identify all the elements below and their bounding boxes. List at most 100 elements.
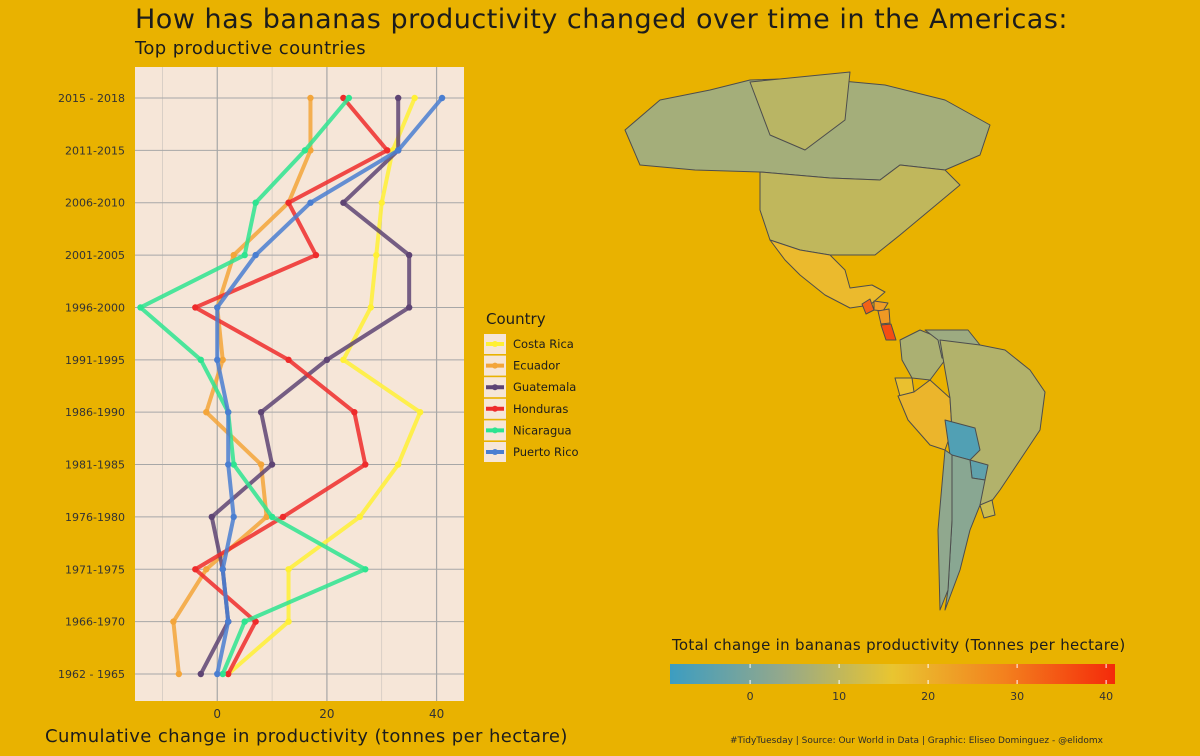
data-point [170, 618, 177, 625]
series-line [215, 96, 444, 675]
data-point [268, 461, 276, 468]
colorbar-tick-label: 40 [1099, 690, 1113, 703]
data-point [192, 304, 199, 311]
colorbar-tick-label: 0 [747, 690, 754, 703]
data-point [411, 94, 418, 102]
data-point [373, 251, 380, 259]
data-point [301, 147, 309, 154]
legend-title: Country [486, 310, 546, 328]
data-point [225, 408, 232, 416]
legend-key-dot [492, 384, 498, 391]
data-point [395, 461, 402, 468]
y-tick-label: 1962 - 1965 [58, 668, 125, 681]
data-point [252, 199, 259, 206]
data-point [351, 408, 358, 416]
data-point [197, 356, 204, 364]
colorbar-tick-label: 10 [832, 690, 846, 703]
region-chile [937, 449, 953, 611]
data-point [252, 251, 259, 259]
legend-label: Guatemala [513, 380, 576, 394]
data-point [257, 408, 265, 416]
legend-key-dot [492, 362, 498, 369]
data-point [285, 199, 292, 206]
data-point [312, 251, 320, 259]
legend-label: Costa Rica [513, 337, 574, 351]
y-tick-label: 1996-2000 [65, 301, 125, 314]
data-point [225, 670, 232, 678]
legend-key-dot [492, 427, 498, 434]
data-point [323, 356, 331, 364]
americas-map [624, 71, 1046, 611]
region-nicaragua [877, 308, 891, 325]
region-greenland [749, 71, 851, 151]
y-tick-label: 1976-1980 [65, 511, 125, 524]
y-tick-label: 1986-1990 [65, 406, 125, 419]
data-point [175, 670, 183, 678]
x-tick-label: 0 [213, 707, 221, 721]
data-point [285, 356, 292, 364]
region-costa-rica [880, 323, 897, 341]
data-point [203, 566, 210, 573]
source-caption: #TidyTuesday | Source: Our World in Data… [730, 736, 1103, 746]
y-tick-label: 1971-1975 [65, 563, 125, 576]
data-point [285, 618, 292, 625]
series-line [226, 97, 423, 676]
data-point [307, 94, 314, 102]
data-point [395, 94, 402, 102]
data-point [192, 566, 199, 573]
data-point [230, 461, 237, 468]
legend-label: Puerto Rico [513, 445, 579, 459]
chart-subtitle: Top productive countries [135, 38, 367, 59]
data-point [362, 461, 369, 468]
region-uruguay [979, 499, 996, 519]
region-bolivia [944, 419, 981, 461]
data-point [340, 199, 347, 206]
region-colombia [899, 329, 946, 381]
legend-label: Ecuador [513, 359, 560, 373]
data-point [263, 513, 270, 521]
data-point [405, 251, 413, 259]
data-point [345, 94, 353, 102]
y-tick-label: 2011-2015 [65, 144, 125, 157]
series-puerto-rico [214, 94, 446, 678]
chart-title: How has bananas productivity changed ove… [135, 4, 1069, 35]
data-point [214, 670, 221, 678]
data-point [268, 513, 276, 521]
country-legend: Country Costa Rica Ecuador Guatemala Hondura… [484, 310, 579, 462]
data-point [356, 513, 364, 521]
y-tick-label: 2006-2010 [65, 197, 125, 210]
data-point [219, 670, 226, 678]
data-point [367, 304, 374, 311]
legend-label: Honduras [513, 402, 568, 416]
data-point [208, 513, 215, 521]
data-point [225, 461, 232, 468]
data-point [438, 94, 446, 102]
legend-key-dot [492, 405, 498, 412]
map-legend-title: Total change in bananas productivity (To… [672, 636, 1126, 654]
data-point [203, 408, 210, 416]
y-tick-label: 1966-1970 [65, 616, 125, 629]
legend-label: Nicaragua [513, 423, 572, 437]
series-line [193, 96, 390, 675]
data-point [225, 618, 232, 625]
data-point [241, 251, 248, 259]
colorbar-tick-label: 20 [921, 690, 935, 703]
data-point [378, 199, 385, 206]
series-line [138, 96, 368, 675]
colorbar-tick-label: 30 [1010, 690, 1024, 703]
data-point [279, 513, 287, 521]
y-tick-label: 1991-1995 [65, 354, 125, 367]
data-point [137, 304, 144, 311]
data-point [285, 566, 292, 573]
y-tick-label: 1981-1985 [65, 459, 125, 472]
data-point [405, 304, 413, 311]
data-point [230, 251, 237, 259]
productivity-line-chart: 1962 - 1965 1966-1970 1971-1975 1976-1980 19… [58, 67, 464, 721]
data-point [214, 356, 221, 364]
data-point [219, 356, 226, 364]
colorbar-gradient [670, 664, 1115, 684]
data-point [307, 199, 314, 206]
series-honduras [192, 94, 391, 678]
data-point [241, 618, 248, 625]
data-point [219, 566, 226, 573]
